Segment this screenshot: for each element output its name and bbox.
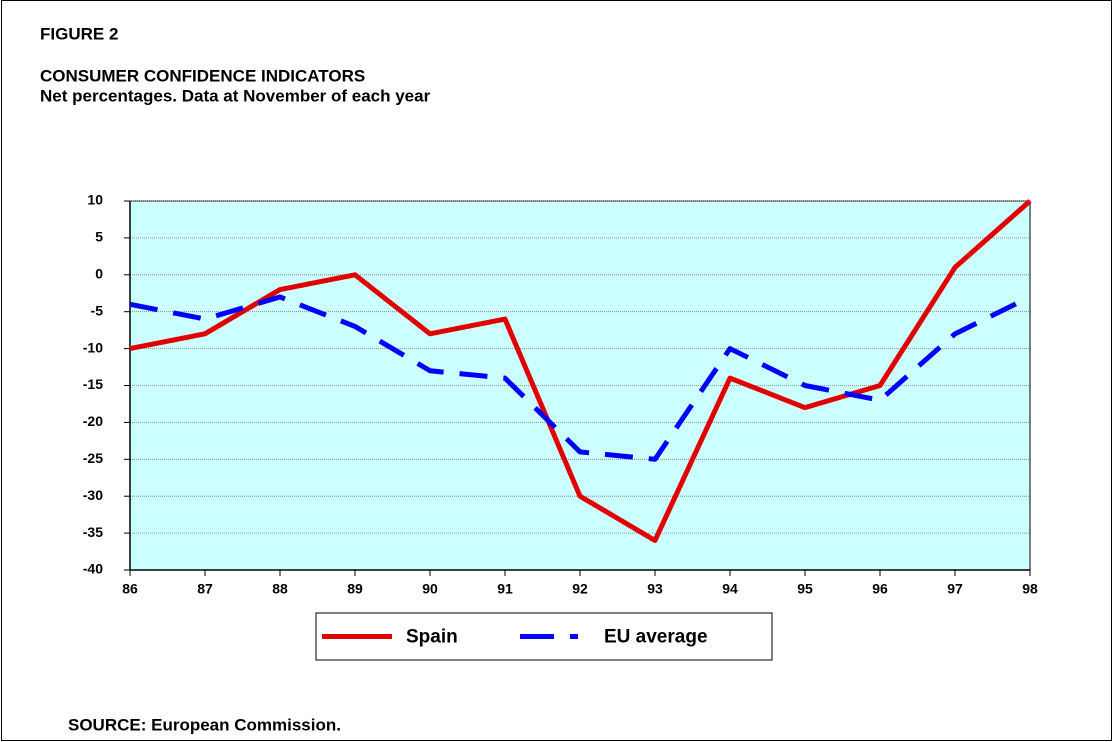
x-tick-label: 95 <box>797 581 813 597</box>
x-tick-label: 91 <box>497 581 513 597</box>
x-tick-label: 92 <box>572 581 588 597</box>
data-line <box>129 294 1032 462</box>
x-tick-label: 96 <box>872 581 888 597</box>
chart-subtitle: Net percentages. Data at November of eac… <box>40 86 431 105</box>
x-tick-label: 94 <box>722 581 738 597</box>
x-tick-label: 88 <box>272 581 288 597</box>
y-tick-label: -35 <box>83 524 103 540</box>
source-note: SOURCE: European Commission. <box>68 715 341 734</box>
figure-label: FIGURE 2 <box>40 24 118 43</box>
y-tick-label: 10 <box>87 192 103 208</box>
x-tick-label: 86 <box>122 581 138 597</box>
y-tick-label: 5 <box>95 229 103 245</box>
y-tick-label: -40 <box>83 561 103 577</box>
y-tick-label: -5 <box>91 302 104 318</box>
chart-title: CONSUMER CONFIDENCE INDICATORS <box>40 66 365 85</box>
x-tick-label: 90 <box>422 581 438 597</box>
x-tick-label: 97 <box>947 581 963 597</box>
legend-label: Spain <box>406 627 458 648</box>
y-tick-label: -25 <box>83 450 103 466</box>
y-tick-label: -20 <box>83 413 103 429</box>
y-tick-label: -10 <box>83 339 103 355</box>
x-tick-label: 98 <box>1022 581 1038 597</box>
x-tick-label: 93 <box>647 581 663 597</box>
y-tick-label: -30 <box>83 487 103 503</box>
y-tick-label: -15 <box>83 376 103 392</box>
x-tick-label: 87 <box>197 581 213 597</box>
legend-label: EU average <box>604 627 708 648</box>
data-line <box>129 199 1032 543</box>
y-tick-label: 0 <box>95 266 103 282</box>
x-tick-label: 89 <box>347 581 363 597</box>
